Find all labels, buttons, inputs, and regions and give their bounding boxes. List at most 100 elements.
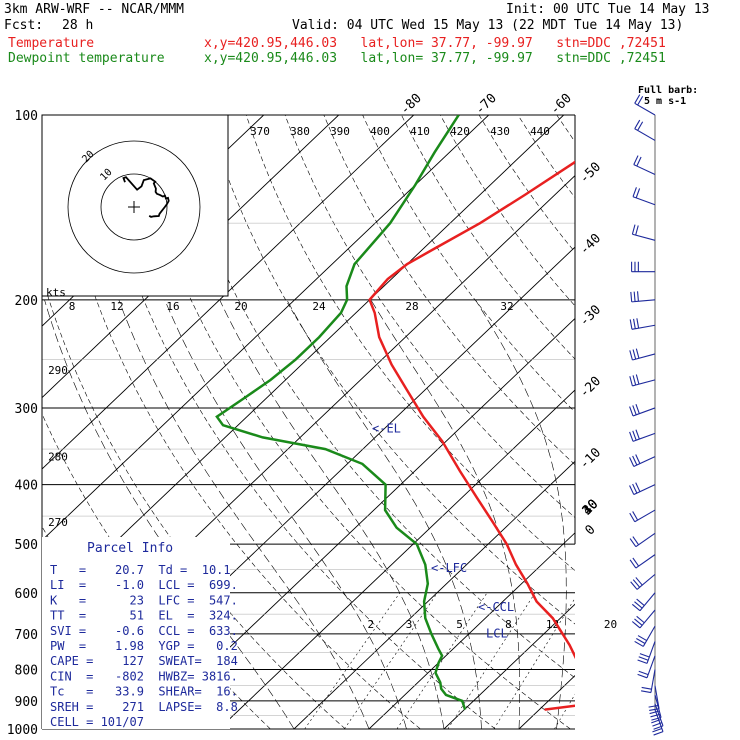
parcel-info-row: SVI = -0.6 CCL = 633.: [50, 624, 238, 638]
wind-barb: [631, 592, 656, 612]
wind-barb-flag: [629, 485, 635, 495]
valid-time: Valid: 04 UTC Wed 15 May 13 (22 MDT Tue …: [292, 18, 684, 33]
theta-e-label: 370: [250, 125, 270, 138]
theta-e-label: 420: [450, 125, 470, 138]
wind-barb: [631, 224, 656, 241]
wind-barb-flag: [635, 348, 640, 359]
wind-barb-flag: [641, 686, 652, 690]
isotherm-line: [293, 460, 575, 729]
pressure-tick-label: 100: [15, 109, 38, 124]
wind-barb-flag: [639, 653, 650, 658]
pressure-tick-label: 300: [15, 402, 38, 417]
pressure-tick-label: 200: [15, 294, 38, 309]
isotherm-line: [594, 115, 740, 729]
dry-adiabat-line: [284, 115, 575, 518]
wind-barb-flag: [635, 225, 639, 236]
pressure-tick-label: 700: [15, 628, 38, 643]
mixing-ratio-label: 2: [368, 618, 375, 631]
wind-barb: [629, 318, 656, 330]
wind-barb-flag: [629, 350, 633, 361]
parcel-info-row: PW = 1.98 YGP = 0.2: [50, 639, 238, 653]
isotherm-tick-label: -30: [577, 302, 604, 329]
wind-barb-shaft: [633, 484, 656, 496]
parcel-info-row: CIN = -802 HWBZ= 3816.: [50, 669, 238, 683]
wind-barb: [637, 641, 656, 664]
mixing-ratio-label: 8: [505, 618, 512, 631]
wind-barb-flag: [631, 621, 641, 629]
wind-barb-flag: [629, 431, 634, 442]
isotach-label: 24: [312, 300, 326, 313]
wind-barb-flag: [632, 349, 637, 360]
forecast-label: Fcst:: [4, 18, 44, 33]
wind-barb-shaft: [632, 233, 656, 241]
theta-labels: 290 280 270: [48, 364, 68, 529]
isotherm-line: [443, 603, 575, 729]
init-time: Init: 00 UTC Tue 14 May 13: [506, 2, 710, 17]
wind-barb-flag: [636, 615, 645, 624]
isotherm-line: [42, 115, 340, 399]
wind-barb-flag: [632, 430, 637, 441]
theta-label: 290: [48, 364, 68, 377]
wind-barb-flag: [637, 673, 648, 679]
wind-barb: [629, 374, 656, 387]
wind-barb-flag: [637, 291, 639, 302]
wind-barb-flag: [632, 483, 638, 494]
parcel-info-row: CAPE = 127 SWEAT= 184: [50, 654, 238, 668]
wind-barb-flag: [636, 156, 642, 167]
mixing-ratio-line: [493, 597, 575, 729]
wind-barb-flag: [637, 121, 644, 131]
level-label: <-EL: [372, 421, 401, 435]
hodograph-ring: [67, 140, 201, 274]
isotach-label: 8: [69, 300, 76, 313]
hodograph-box: [41, 114, 229, 297]
dewpoint-line: [215, 115, 467, 710]
wind-barb: [652, 709, 664, 736]
wind-barb-flag: [629, 512, 636, 523]
mixing-ratio-label: 20: [604, 618, 617, 631]
wind-barb: [634, 94, 656, 116]
wind-barb-flag: [631, 603, 641, 612]
dry-adiabat-line: [596, 115, 740, 729]
parcel-info-row: SREH = 271 LAPSE= 8.8: [50, 700, 238, 714]
theta-label: 270: [48, 516, 68, 529]
wind-barb-flag: [636, 598, 645, 606]
moist-adiabat-line: [219, 299, 445, 729]
wind-barb-legend: Full barb:: [638, 85, 698, 96]
wind-barb-flag: [636, 638, 646, 644]
wind-barb-flag: [633, 318, 636, 329]
wind-barb: [629, 454, 656, 467]
isotherm-tick-label: -10: [577, 445, 604, 472]
wind-barb-shaft: [633, 456, 656, 467]
dewpoint-legend: Dewpoint temperature: [8, 51, 165, 66]
wind-barb: [629, 404, 656, 417]
wind-barb-flag: [652, 727, 663, 733]
theta-label: 280: [48, 451, 68, 464]
wind-barb: [629, 348, 656, 361]
wind-barb: [631, 261, 655, 273]
parcel-info-title: Parcel Info: [87, 541, 173, 556]
isotherm-line: [669, 115, 740, 729]
wind-barb-flag: [631, 224, 636, 235]
wind-barb: [630, 573, 656, 590]
wind-barb-flag: [637, 96, 644, 106]
wind-barb-flag: [638, 656, 649, 661]
level-label: <-LFC: [431, 561, 467, 575]
model-title: 3km ARW-WRF -- NCAR/MMM: [4, 2, 185, 17]
parcel-info-background: [42, 537, 230, 729]
wind-barb-flag: [632, 536, 640, 546]
wind-barb: [633, 155, 656, 176]
isotherm-line: [368, 532, 575, 729]
isotach-label: 32: [500, 300, 513, 313]
mixing-ratio-line: [447, 592, 536, 729]
wind-barb-flag: [629, 406, 634, 417]
dewpoint-location: x,y=420.95,446.03 lat,lon= 37.77, -99.97…: [204, 51, 666, 66]
isotherm-tick-label: -80: [398, 91, 425, 118]
wind-barb-shaft: [634, 128, 656, 141]
isotach-label: 20: [234, 300, 247, 313]
dry-adiabat-line: [207, 115, 575, 625]
wind-barb-flag: [637, 635, 647, 642]
parcel-info-row: TT = 51 EL = 324.: [50, 609, 238, 623]
isotherm-line: [218, 389, 575, 729]
wind-barb-flag: [635, 429, 640, 440]
moist-adiabat-line: [370, 299, 521, 729]
